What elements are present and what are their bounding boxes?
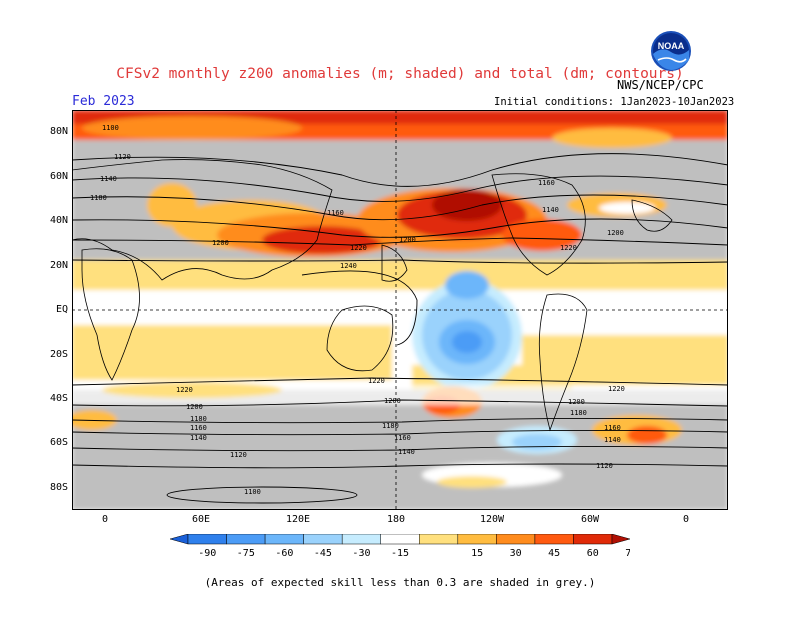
colorbar-label: -75 <box>237 548 255 558</box>
contour-label: 1120 <box>596 462 613 470</box>
contour-label: 1200 <box>399 236 416 244</box>
contour-label: 1140 <box>398 448 415 456</box>
contour-label: 1140 <box>542 206 559 214</box>
colorbar-swatch <box>264 534 304 545</box>
contour-label: 1200 <box>212 239 229 247</box>
contour-label: 1180 <box>570 409 587 417</box>
contour-label: 1140 <box>604 436 621 444</box>
colorbar-swatch <box>457 534 497 545</box>
lat-label-20n: 20N <box>49 260 68 271</box>
lat-label-40n: 40N <box>49 215 68 226</box>
contour-label: 1180 <box>90 194 107 202</box>
map-frame <box>72 110 728 510</box>
lon-label-180: 180 <box>386 514 406 525</box>
lat-label-60s: 60S <box>49 437 68 448</box>
colorbar-label: 45 <box>548 548 560 558</box>
height-contours <box>72 153 728 504</box>
lat-label-60n: 60N <box>49 171 68 182</box>
contour-label: 1140 <box>190 434 207 442</box>
contour-label: 1200 <box>568 398 585 406</box>
colorbar-swatch <box>419 534 459 545</box>
colorbar-label: 75 <box>625 548 630 558</box>
colorbar-swatch <box>573 534 613 545</box>
anomaly-map: 1100 1120 1140 1160 1180 1200 1220 1240 … <box>72 110 728 510</box>
colorbar-swatch <box>611 534 630 545</box>
contour-label: 1180 <box>382 422 399 430</box>
colorbar-label: -60 <box>275 548 293 558</box>
lon-label-60w: 60W <box>580 514 600 525</box>
initial-conditions: Initial conditions: 1Jan2023-10Jan2023 <box>494 96 735 108</box>
lat-label-20s: 20S <box>49 349 68 360</box>
contour-label: 1160 <box>604 424 621 432</box>
contour-label: 1160 <box>327 209 344 217</box>
contour-label: 1220 <box>176 386 193 394</box>
colorbar-label: -90 <box>198 548 216 558</box>
contour-labels-south: 1220 1200 1180 1160 1140 1120 1100 1220 … <box>176 377 625 496</box>
noaa-logo: NOAA <box>651 31 691 71</box>
coastlines <box>72 159 673 432</box>
colorbar-swatch <box>496 534 536 545</box>
contour-label: 1120 <box>114 153 131 161</box>
lon-label-120w: 120W <box>479 514 505 525</box>
contour-label: 1100 <box>102 124 119 132</box>
contour-label: 1180 <box>190 415 207 423</box>
colorbar-swatch <box>303 534 343 545</box>
agency-label: NWS/NCEP/CPC <box>617 78 704 92</box>
lon-label-0-east: 0 <box>682 514 690 525</box>
contour-label: 1200 <box>384 397 401 405</box>
color-bar: -90-75-60-45-30-15153045607590 <box>170 534 630 558</box>
lon-label-60e: 60E <box>191 514 211 525</box>
contour-label: 1200 <box>186 403 203 411</box>
colorbar-label: 15 <box>471 548 483 558</box>
contour-label: 1200 <box>607 229 624 237</box>
contour-label: 1160 <box>190 424 207 432</box>
contour-label: 1160 <box>394 434 411 442</box>
footnote: (Areas of expected skill less than 0.3 a… <box>204 576 596 589</box>
colorbar-swatch <box>226 534 266 545</box>
contour-label: 1100 <box>244 488 261 496</box>
colorbar-swatch <box>170 534 189 545</box>
contour-label: 1240 <box>340 262 357 270</box>
contour-label: 1220 <box>350 244 367 252</box>
colorbar-swatch <box>380 534 420 545</box>
colorbar-swatch <box>341 534 381 545</box>
lat-label-eq: EQ <box>55 304 68 315</box>
chart-title: CFSv2 monthly z200 anomalies (m; shaded)… <box>116 66 684 82</box>
contour-label: 1220 <box>368 377 385 385</box>
colorbar-label: -15 <box>391 548 409 558</box>
lat-label-80n: 80N <box>49 126 68 137</box>
colorbar-label: 60 <box>587 548 599 558</box>
contour-label: 1220 <box>608 385 625 393</box>
contour-label: 1140 <box>100 175 117 183</box>
noaa-logo-text: NOAA <box>658 41 685 51</box>
contour-labels-north: 1100 1120 1140 1160 1180 1200 1220 1240 … <box>90 124 624 270</box>
contour-label: 1120 <box>230 451 247 459</box>
forecast-month: Feb 2023 <box>72 94 135 109</box>
lon-label-0: 0 <box>101 514 109 525</box>
colorbar-label: -45 <box>314 548 332 558</box>
colorbar-label: -30 <box>352 548 370 558</box>
contour-label: 1160 <box>538 179 555 187</box>
lat-label-40s: 40S <box>49 393 68 404</box>
lon-label-120e: 120E <box>285 514 311 525</box>
colorbar-label: 30 <box>510 548 522 558</box>
lat-label-80s: 80S <box>49 482 68 493</box>
colorbar-swatch <box>534 534 574 545</box>
contour-label: 1220 <box>560 244 577 252</box>
colorbar-swatch <box>187 534 227 545</box>
